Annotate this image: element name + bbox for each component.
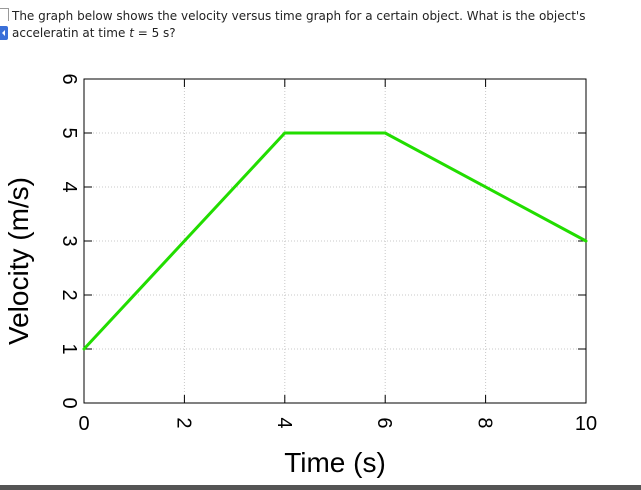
y-axis-label: Velocity (m/s) <box>3 177 34 345</box>
x-axis-label: Time (s) <box>284 447 386 478</box>
x-tick-label: 4 <box>273 417 295 428</box>
y-tick-label: 5 <box>58 127 80 138</box>
question-line-2-post: = 5 s? <box>133 26 176 40</box>
velocity-data-point <box>584 239 588 243</box>
bottom-bar <box>0 485 641 490</box>
y-tick-label: 0 <box>58 397 80 408</box>
y-tick-label: 6 <box>58 73 80 84</box>
velocity-data-point <box>383 131 387 135</box>
y-tick-label: 1 <box>58 343 80 354</box>
y-tick-label: 4 <box>58 181 80 192</box>
x-tick-label: 6 <box>373 417 395 428</box>
question-line-2: acceleratin at time t = 5 s? <box>12 25 176 42</box>
collapse-arrow-icon[interactable] <box>0 26 8 40</box>
y-tick-label: 2 <box>58 289 80 300</box>
velocity-data-point <box>283 131 287 135</box>
question-line-2-pre: acceleratin at time <box>12 26 130 40</box>
x-tick-label: 8 <box>474 417 496 428</box>
velocity-series-line <box>82 131 587 351</box>
velocity-data-point <box>82 347 86 351</box>
x-tick-label: 0 <box>78 413 89 435</box>
question-line-1: The graph below shows the velocity versu… <box>12 9 586 23</box>
x-tick-label: 10 <box>575 413 597 435</box>
x-tick-label: 2 <box>172 417 194 428</box>
y-tick-label: 3 <box>58 235 80 246</box>
question-variable: t <box>129 26 134 40</box>
question-marker-icon <box>0 8 9 21</box>
